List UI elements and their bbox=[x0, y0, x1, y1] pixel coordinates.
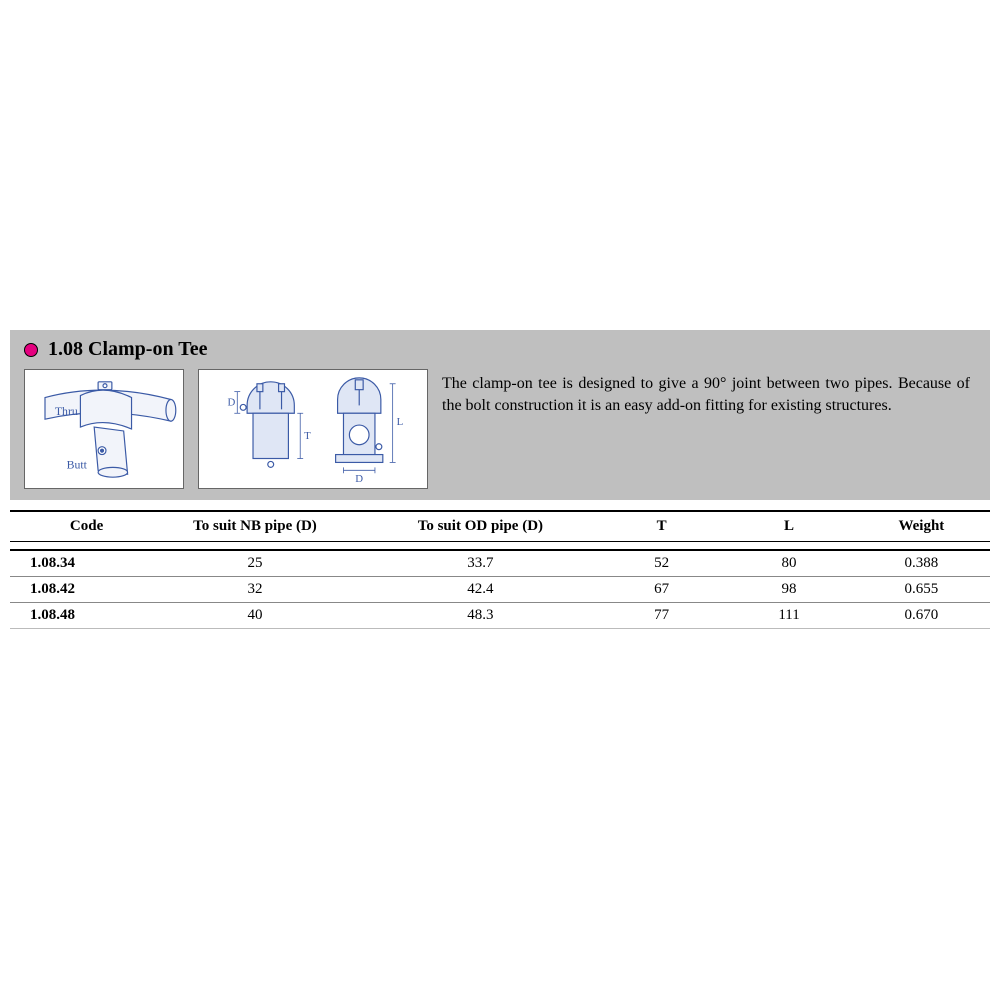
cell-l: 80 bbox=[725, 550, 852, 577]
label-d-left: D bbox=[227, 396, 235, 408]
label-thru: Thru bbox=[55, 404, 78, 418]
cell-od: 33.7 bbox=[363, 550, 598, 577]
cell-nb: 25 bbox=[147, 550, 363, 577]
th-t: T bbox=[598, 511, 725, 542]
cell-l: 98 bbox=[725, 576, 852, 602]
label-d-bottom: D bbox=[355, 473, 363, 485]
label-butt: Butt bbox=[67, 457, 88, 471]
th-od: To suit OD pipe (D) bbox=[363, 511, 598, 542]
header-band: 1.08 Clamp-on Tee bbox=[10, 330, 990, 500]
cell-od: 48.3 bbox=[363, 602, 598, 628]
page-title: 1.08 Clamp-on Tee bbox=[48, 338, 207, 361]
cell-weight: 0.655 bbox=[853, 576, 990, 602]
label-l: L bbox=[397, 416, 404, 428]
th-weight: Weight bbox=[853, 511, 990, 542]
cell-l: 111 bbox=[725, 602, 852, 628]
diagram-orthographic: D T L D bbox=[198, 369, 428, 489]
th-l: L bbox=[725, 511, 852, 542]
cell-t: 67 bbox=[598, 576, 725, 602]
cell-code: 1.08.48 bbox=[10, 602, 147, 628]
cell-od: 42.4 bbox=[363, 576, 598, 602]
th-nb: To suit NB pipe (D) bbox=[147, 511, 363, 542]
cell-t: 52 bbox=[598, 550, 725, 577]
table-gap-row bbox=[10, 542, 990, 550]
th-code: Code bbox=[10, 511, 147, 542]
cell-nb: 32 bbox=[147, 576, 363, 602]
cell-weight: 0.670 bbox=[853, 602, 990, 628]
cell-code: 1.08.34 bbox=[10, 550, 147, 577]
table-row: 1.08.34 25 33.7 52 80 0.388 bbox=[10, 550, 990, 577]
description-text: The clamp-on tee is designed to give a 9… bbox=[442, 369, 976, 416]
label-t: T bbox=[304, 430, 311, 442]
cell-nb: 40 bbox=[147, 602, 363, 628]
cell-code: 1.08.42 bbox=[10, 576, 147, 602]
spec-table: Code To suit NB pipe (D) To suit OD pipe… bbox=[10, 510, 990, 629]
cell-t: 77 bbox=[598, 602, 725, 628]
table-row: 1.08.42 32 42.4 67 98 0.655 bbox=[10, 576, 990, 602]
table-row: 1.08.48 40 48.3 77 111 0.670 bbox=[10, 602, 990, 628]
content-row: Thru Butt bbox=[24, 369, 976, 489]
diagram-isometric: Thru Butt bbox=[24, 369, 184, 489]
table-header-row: Code To suit NB pipe (D) To suit OD pipe… bbox=[10, 511, 990, 542]
bullet-icon bbox=[24, 343, 38, 357]
title-row: 1.08 Clamp-on Tee bbox=[24, 338, 976, 361]
cell-weight: 0.388 bbox=[853, 550, 990, 577]
spec-table-wrap: Code To suit NB pipe (D) To suit OD pipe… bbox=[10, 510, 990, 629]
